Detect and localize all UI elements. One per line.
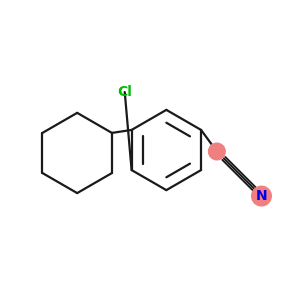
Circle shape bbox=[252, 186, 271, 206]
Circle shape bbox=[208, 143, 225, 160]
Text: N: N bbox=[256, 189, 267, 203]
Text: Cl: Cl bbox=[117, 85, 132, 99]
